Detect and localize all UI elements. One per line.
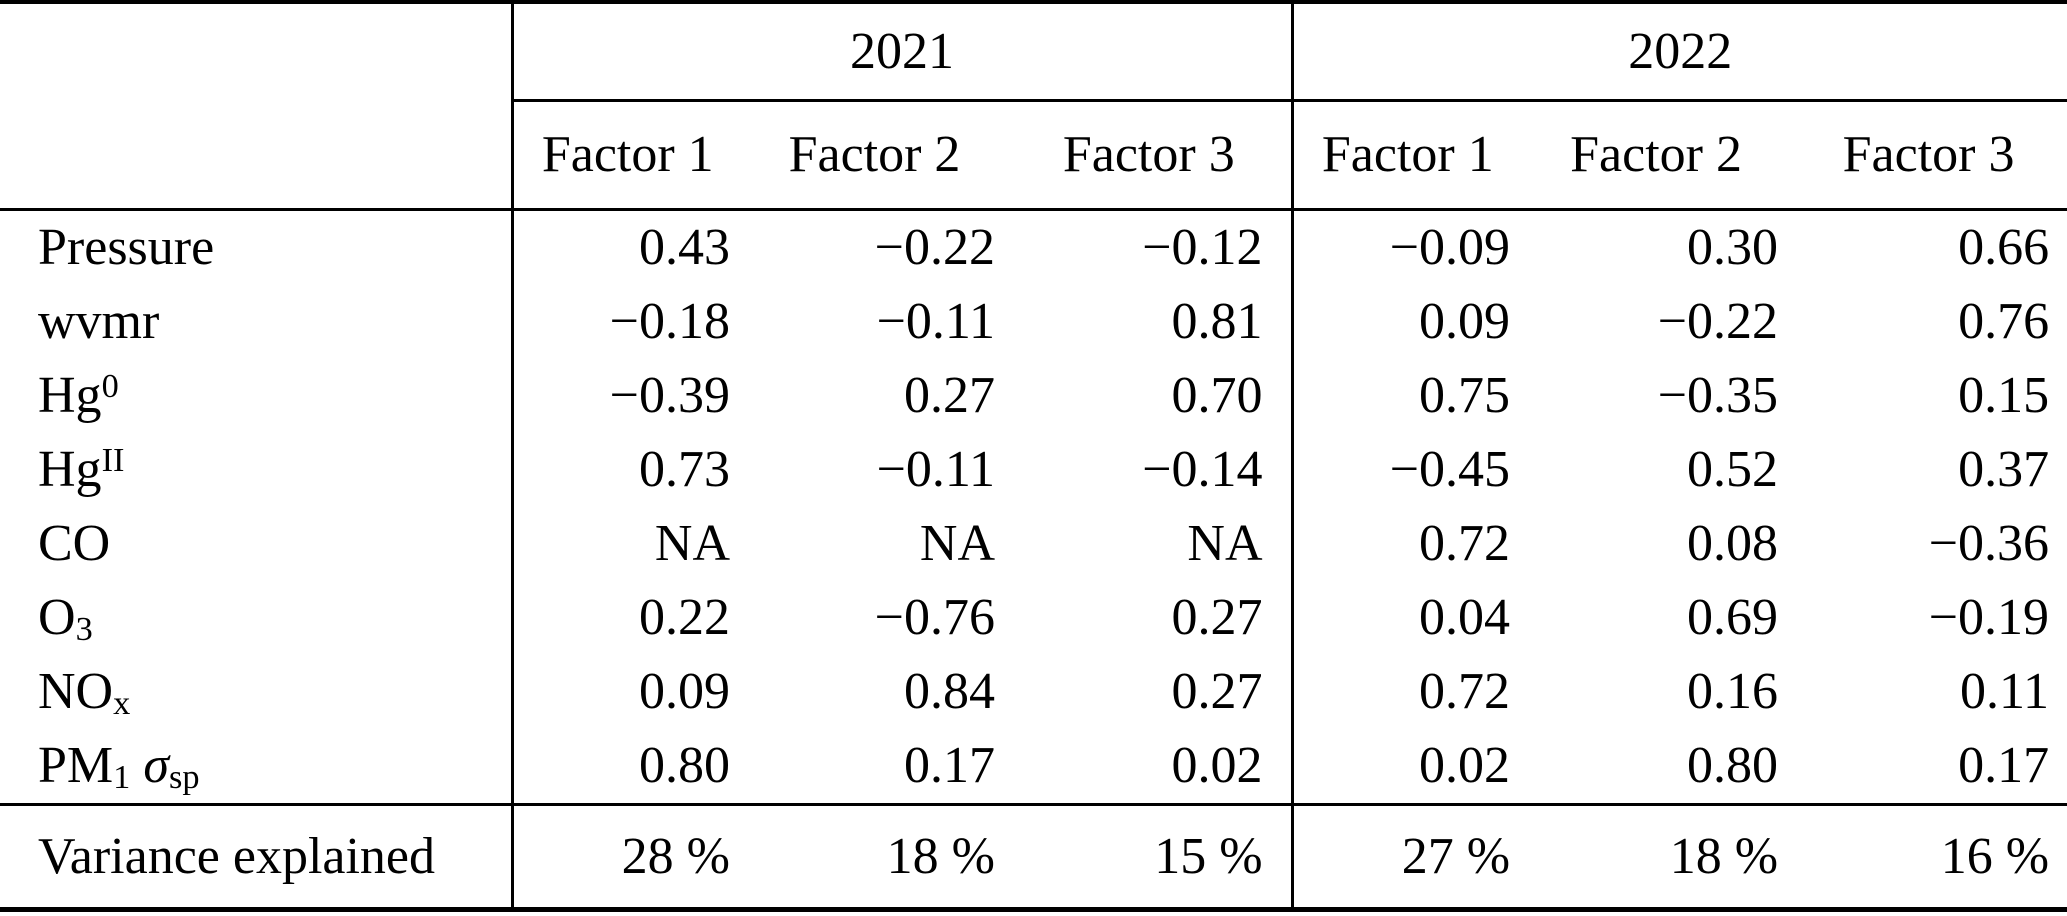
value-cell: 0.70 bbox=[1171, 367, 1263, 424]
row-label-variance-explained: Variance explained bbox=[0, 803, 512, 912]
value-cell: 0.02 bbox=[1171, 737, 1263, 794]
value-cell: 0.80 bbox=[1687, 737, 1779, 794]
factor-header: Factor 2 bbox=[742, 100, 1007, 211]
table-row-hg2: HgII 0.73 −0.11 −0.14 −0.45 0.52 0.37 bbox=[0, 433, 2067, 507]
value-cell: 0.37 bbox=[1958, 441, 2050, 498]
factor-header: Factor 1 bbox=[510, 100, 742, 211]
value-cell: 0.81 bbox=[1171, 293, 1263, 350]
value-cell: 0.17 bbox=[1958, 737, 2050, 794]
value-cell: −0.76 bbox=[874, 589, 995, 646]
value-cell: −0.19 bbox=[1928, 589, 2050, 646]
value-cell: 0.09 bbox=[1290, 285, 1523, 359]
value-cell: −0.18 bbox=[510, 285, 742, 359]
value-cell: NA bbox=[510, 507, 742, 581]
chem-base: NO bbox=[38, 663, 114, 720]
year-header-2022: 2022 bbox=[1290, 0, 2067, 102]
corner-cell bbox=[0, 100, 512, 211]
value-cell: 0.08 bbox=[1687, 515, 1779, 572]
table-row-wvmr: wvmr −0.18 −0.11 0.81 0.09 −0.22 0.76 bbox=[0, 285, 2067, 359]
row-label-nox: NOx bbox=[0, 655, 512, 729]
factor-header: Factor 3 bbox=[1007, 100, 1293, 211]
row-label-pm1-sigma-sp: PM1 σsp bbox=[0, 729, 512, 805]
value-cell: 0.16 bbox=[1687, 663, 1779, 720]
value-cell: −0.45 bbox=[1290, 433, 1523, 507]
value-cell: 0.80 bbox=[510, 729, 742, 805]
chem-subscript: x bbox=[113, 684, 131, 723]
value-cell: −0.36 bbox=[1928, 515, 2050, 572]
value-cell: 0.02 bbox=[1290, 729, 1523, 805]
value-cell: −0.22 bbox=[1657, 293, 1779, 350]
factor-header: Factor 3 bbox=[1790, 100, 2067, 211]
factor-header-row: Factor 1 Factor 2 Factor 3 Factor 1 Fact… bbox=[0, 100, 2067, 211]
row-label-hg2: HgII bbox=[0, 433, 512, 507]
chem-superscript: II bbox=[101, 440, 125, 479]
value-cell: 28 % bbox=[510, 803, 742, 912]
sigma-symbol: σ bbox=[143, 737, 169, 794]
chem-base: PM bbox=[38, 737, 114, 794]
sigma-subscript: sp bbox=[168, 758, 200, 797]
value-cell: −0.39 bbox=[510, 359, 742, 433]
year-header-row: 2021 2022 bbox=[0, 0, 2067, 102]
value-cell: 0.04 bbox=[1290, 581, 1523, 655]
value-cell: 0.69 bbox=[1687, 589, 1779, 646]
value-cell: 0.27 bbox=[904, 367, 995, 424]
label-separator bbox=[130, 737, 143, 794]
value-cell: 0.30 bbox=[1687, 219, 1779, 276]
table-row-pressure: Pressure 0.43 −0.22 −0.12 −0.09 0.30 0.6… bbox=[0, 209, 2067, 285]
table-row-hg0: Hg0 −0.39 0.27 0.70 0.75 −0.35 0.15 bbox=[0, 359, 2067, 433]
value-cell: 0.22 bbox=[510, 581, 742, 655]
value-cell: −0.11 bbox=[876, 441, 995, 498]
chem-subscript: 1 bbox=[113, 758, 131, 797]
value-cell: −0.14 bbox=[1142, 441, 1263, 498]
value-cell: 0.72 bbox=[1290, 507, 1523, 581]
row-label-wvmr: wvmr bbox=[38, 293, 160, 350]
value-cell: −0.35 bbox=[1657, 367, 1779, 424]
row-label-hg0: Hg0 bbox=[0, 359, 512, 433]
value-cell: NA bbox=[919, 515, 995, 572]
table-row-pm1-sigma-sp: PM1 σsp 0.80 0.17 0.02 0.02 0.80 0.17 bbox=[0, 729, 2067, 805]
value-cell: −0.09 bbox=[1290, 209, 1523, 285]
value-cell: 0.73 bbox=[510, 433, 742, 507]
value-cell: 0.09 bbox=[510, 655, 742, 729]
value-cell: NA bbox=[1187, 515, 1263, 572]
value-cell: −0.12 bbox=[1142, 219, 1263, 276]
chem-base: O bbox=[38, 589, 76, 646]
chem-subscript: 3 bbox=[75, 610, 93, 649]
value-cell: 0.17 bbox=[904, 737, 995, 794]
value-cell: 0.75 bbox=[1290, 359, 1523, 433]
value-cell: 0.27 bbox=[1171, 589, 1263, 646]
value-cell: 0.66 bbox=[1958, 219, 2050, 276]
table-row-co: CO NA NA NA 0.72 0.08 −0.36 bbox=[0, 507, 2067, 581]
variance-row: Variance explained 28 % 18 % 15 % 27 % 1… bbox=[0, 803, 2067, 912]
value-cell: 0.15 bbox=[1958, 367, 2050, 424]
value-cell: 16 % bbox=[1790, 803, 2067, 912]
value-cell: 18 % bbox=[742, 803, 1007, 912]
value-cell: 0.27 bbox=[1171, 663, 1263, 720]
row-label-co: CO bbox=[38, 515, 111, 572]
row-label-o3: O3 bbox=[0, 581, 512, 655]
factor-header: Factor 1 bbox=[1290, 100, 1523, 211]
value-cell: −0.11 bbox=[876, 293, 995, 350]
value-cell: 0.72 bbox=[1290, 655, 1523, 729]
value-cell: 0.43 bbox=[510, 209, 742, 285]
chem-superscript: 0 bbox=[101, 366, 119, 405]
value-cell: 27 % bbox=[1290, 803, 1523, 912]
value-cell: 18 % bbox=[1522, 803, 1791, 912]
chem-base: Hg bbox=[38, 367, 102, 424]
value-cell: 15 % bbox=[1007, 803, 1293, 912]
chem-base: Hg bbox=[38, 441, 102, 498]
year-header-2021: 2021 bbox=[510, 0, 1293, 102]
value-cell: −0.22 bbox=[874, 219, 995, 276]
value-cell: 0.84 bbox=[904, 663, 995, 720]
table-row-nox: NOx 0.09 0.84 0.27 0.72 0.16 0.11 bbox=[0, 655, 2067, 729]
factor-header: Factor 2 bbox=[1522, 100, 1791, 211]
row-label-pressure: Pressure bbox=[38, 219, 215, 276]
value-cell: 0.52 bbox=[1687, 441, 1779, 498]
corner-cell bbox=[0, 0, 512, 101]
table-row-o3: O3 0.22 −0.76 0.27 0.04 0.69 −0.19 bbox=[0, 581, 2067, 655]
value-cell: 0.76 bbox=[1958, 293, 2050, 350]
value-cell: 0.11 bbox=[1959, 663, 2050, 720]
